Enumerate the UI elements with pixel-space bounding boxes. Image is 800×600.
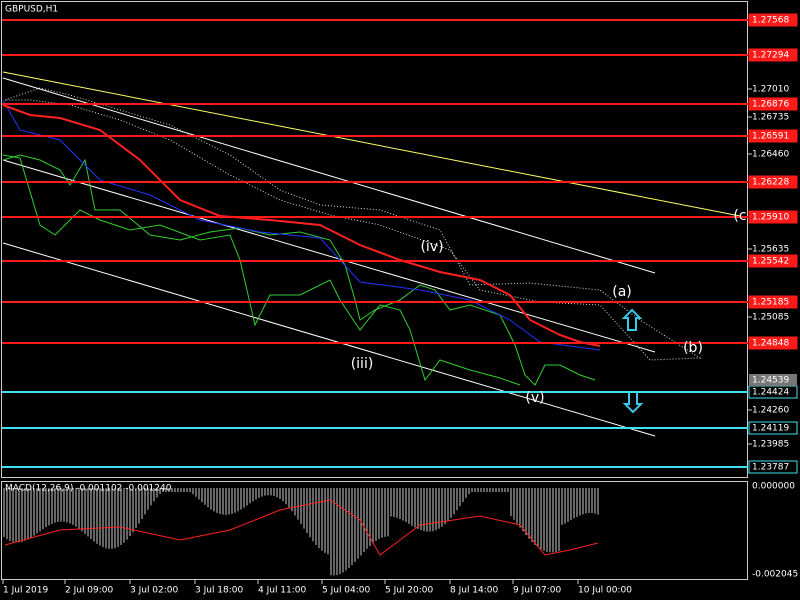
cloud [4, 87, 702, 361]
price-tick-label: 1.25085 [752, 313, 789, 323]
time-label: 5 Jul 04:00 [322, 586, 371, 596]
resistance-level-box [748, 13, 798, 27]
channel-line [2, 77, 656, 274]
macd-bottom-label: -0.002045 [752, 570, 798, 580]
resistance-level-label: 1.25542 [752, 257, 789, 267]
support-level-box [748, 460, 798, 474]
current-price: 1.24539 [752, 376, 789, 386]
price-tick-label: 1.26735 [752, 113, 789, 123]
resistance-level-label: 1.25185 [752, 298, 789, 308]
price-tick-label: 1.26460 [752, 150, 789, 160]
price-tick-label: 1.24260 [752, 406, 789, 416]
current-price-box [749, 374, 797, 386]
price-tick-label: 1.27010 [752, 85, 789, 95]
support-level-box [748, 421, 798, 435]
support-level-label: 1.24424 [752, 388, 789, 398]
main-pane [1, 1, 748, 478]
time-label: 3 Jul 02:00 [130, 586, 179, 596]
channel-line [2, 242, 656, 437]
wave-label: (iv) [420, 239, 443, 255]
wave-label: (a) [612, 284, 632, 300]
kijun-line [2, 99, 601, 351]
price-tick-label: 1.25635 [752, 245, 789, 255]
time-label: 8 Jul 14:00 [450, 586, 499, 596]
resistance-level-label: 1.26876 [752, 100, 789, 110]
macd-title: MACD(12,26,9) -0.001102 -0.001240 [5, 484, 172, 494]
resistance-level-box [748, 210, 798, 224]
resistance-level-box [748, 295, 798, 309]
resistance-level-box [748, 48, 798, 62]
time-label: 5 Jul 20:00 [385, 586, 434, 596]
lagging-line [2, 154, 521, 386]
resistance-level-label: 1.24848 [752, 339, 789, 349]
time-label: 1 Jul 2019 [3, 586, 48, 596]
support-level-label: 1.23787 [752, 463, 789, 473]
trend-line [2, 71, 741, 217]
down-arrow [622, 391, 644, 414]
macd-signal [4, 499, 599, 556]
time-label: 2 Jul 09:00 [65, 586, 114, 596]
resistance-level-box [748, 175, 798, 189]
resistance-level-box [748, 97, 798, 111]
macd-top-label: 0.000000 [752, 482, 795, 492]
resistance-level-box [748, 129, 798, 143]
moving-average [2, 104, 601, 347]
up-arrow [621, 308, 643, 331]
resistance-level-label: 1.26591 [752, 132, 789, 142]
symbol-title: GBPUSD,H1 [5, 5, 58, 15]
time-label: 3 Jul 18:00 [195, 586, 244, 596]
resistance-level-label: 1.26228 [752, 178, 789, 188]
price-tick-label: 1.23985 [752, 440, 789, 450]
resistance-level-label: 1.27568 [752, 16, 789, 26]
wave-label: (iii) [351, 356, 374, 372]
resistance-level-box [748, 336, 798, 350]
time-label: 10 Jul 00:00 [578, 586, 632, 596]
macd-pane [1, 481, 748, 580]
time-label: 4 Jul 11:00 [258, 586, 307, 596]
support-level-label: 1.24119 [752, 424, 789, 434]
resistance-level-label: 1.27294 [752, 51, 789, 61]
resistance-level-box [748, 254, 798, 268]
wave-label: (v) [525, 390, 544, 406]
resistance-level-label: 1.25910 [752, 213, 789, 223]
wave-label: (b) [683, 340, 703, 356]
time-label: 9 Jul 07:00 [513, 586, 562, 596]
price-line [2, 154, 596, 386]
macd-histogram [3, 488, 599, 576]
wave-label: (c [733, 208, 746, 224]
channel-line [2, 159, 656, 353]
